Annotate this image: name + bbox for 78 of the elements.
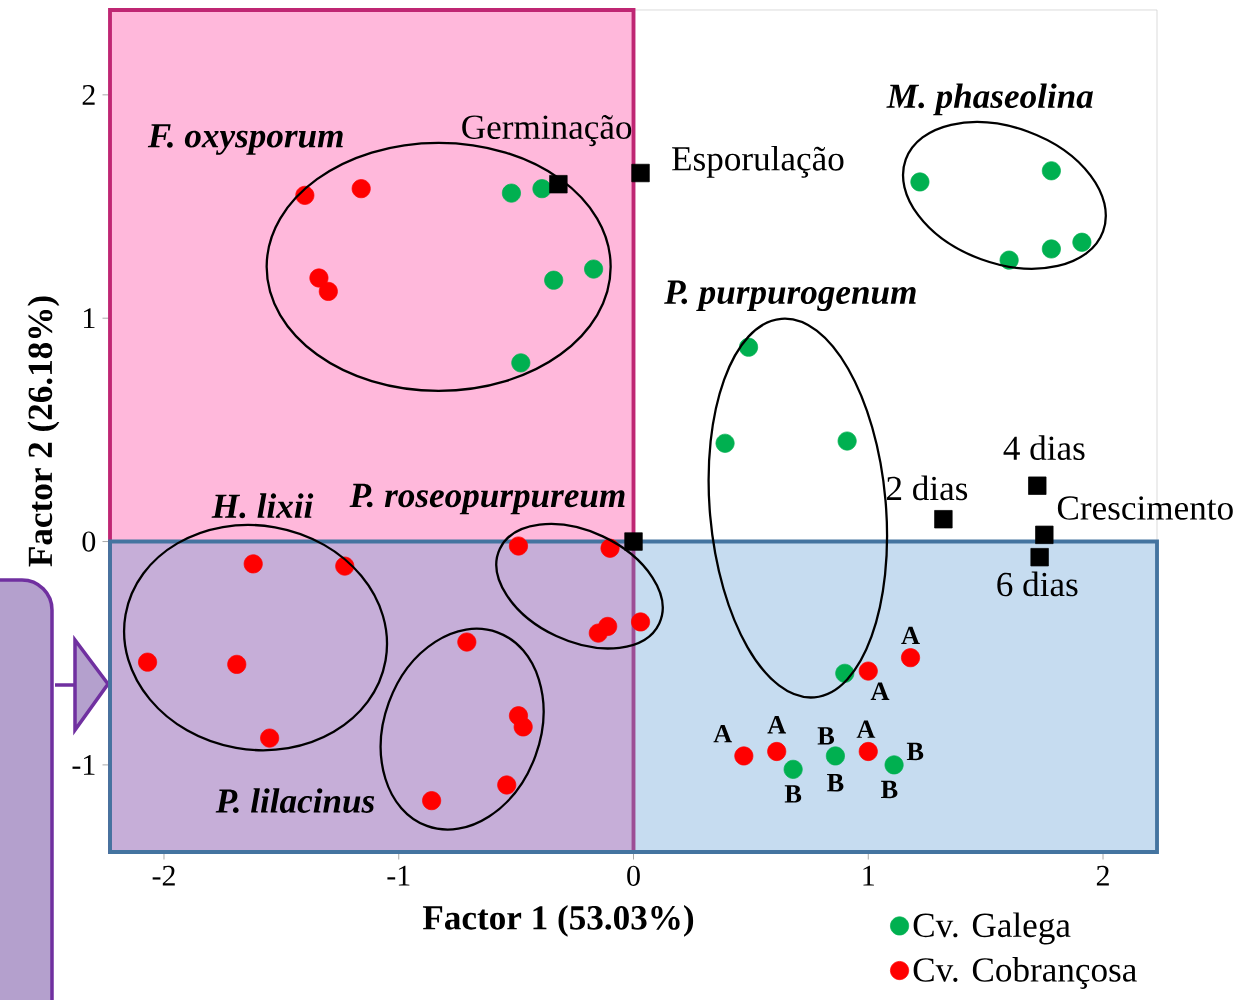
y-axis-title: Factor 2 (26.18%) [27,296,60,567]
annotation: B [906,742,924,761]
point [508,536,528,556]
point [783,759,803,779]
point [734,746,754,766]
point [227,654,247,674]
point [588,623,608,643]
point [309,268,329,288]
point [457,632,477,652]
point [631,612,651,632]
point [532,179,552,199]
point [910,172,930,192]
y-tick-label: 0 [82,531,96,552]
point [1041,239,1061,259]
point [1035,525,1054,544]
point [513,717,533,737]
annotation: F. oxysporum [147,124,343,155]
annotation: A [870,682,890,700]
annotation: Germinação [462,115,632,147]
point [1041,161,1061,181]
point [884,755,904,775]
legend-label: Cv. Cobrançosa [913,957,1137,989]
x-tick-label: -2 [152,865,175,886]
annotation: A [767,716,787,734]
point [901,648,921,668]
annotation: B [827,774,844,792]
point [511,353,531,373]
point [318,281,338,301]
point [243,554,263,574]
annotation: Crescimento [1057,496,1233,520]
point [1072,232,1092,252]
point [739,337,759,357]
point [858,661,878,681]
annotation: P. purpurogenum [664,280,916,312]
x-tick-label: 1 [863,865,874,886]
point [767,742,787,761]
point [624,532,643,551]
x-axis-title: Factor 1 (53.03%) [422,904,694,937]
point [825,746,845,766]
point [934,510,953,529]
point [138,652,158,672]
annotation: 6 dias [997,571,1078,597]
annotation: B [784,785,802,803]
point [501,183,521,203]
point [715,433,735,453]
y-tick-label: 1 [83,308,95,329]
point [260,728,280,748]
point [837,431,857,451]
annotation: 4 dias [1003,435,1085,461]
point [1028,476,1047,495]
x-tick-label: 2 [1096,865,1109,886]
annotation: P. lilacinus [215,788,375,814]
annotation: P. roseopurpureum [349,483,625,515]
annotation: B [881,780,898,799]
point [351,179,371,199]
y-tick-label: -1 [72,755,95,775]
y-tick-label: 2 [82,84,95,105]
point [858,742,878,761]
legend-label: Cv. Galega [913,912,1071,945]
annotation: B [817,727,835,745]
annotation: 2 dias [887,475,968,501]
annotation: M. phaseolina [886,83,1093,116]
point [1030,548,1049,567]
point [631,163,650,183]
point [549,175,568,194]
annotation: A [856,720,876,738]
annotation: A [713,724,733,743]
annotation: A [901,626,920,645]
annotation: Esporulação [672,145,844,178]
point [835,663,855,683]
point [422,791,442,811]
x-tick-label: 0 [627,865,640,886]
point [497,775,517,795]
point [999,250,1019,270]
point [584,259,604,279]
x-tick-label: -1 [387,865,410,886]
point [544,270,564,290]
annotation: H. lixii [211,493,314,519]
